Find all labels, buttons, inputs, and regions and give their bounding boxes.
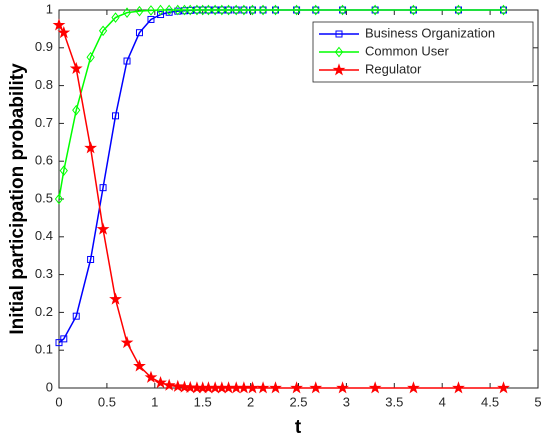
marker <box>72 312 80 320</box>
marker <box>54 193 64 205</box>
marker <box>84 141 97 154</box>
marker <box>86 51 95 63</box>
marker <box>55 339 63 347</box>
x-tick-label: 4 <box>439 394 446 409</box>
y-tick-label: 0.6 <box>35 153 53 168</box>
x-tick-label: 1 <box>151 394 158 409</box>
marker <box>72 104 81 116</box>
marker <box>99 184 107 192</box>
marker <box>120 335 134 349</box>
marker <box>98 25 108 37</box>
marker <box>173 4 182 16</box>
marker <box>336 381 349 394</box>
x-tick-label: 5 <box>534 394 541 409</box>
x-tick-label: 1.5 <box>194 394 212 409</box>
x-tick-label: 4.5 <box>481 394 499 409</box>
marker <box>135 5 144 17</box>
marker <box>192 4 202 16</box>
marker <box>171 379 185 392</box>
y-tick-label: 0.3 <box>35 266 53 281</box>
y-tick-label: 0.8 <box>35 77 53 92</box>
marker <box>258 4 268 16</box>
legend-marker <box>334 46 344 58</box>
marker <box>256 381 270 394</box>
y-tick-label: 0.2 <box>35 304 53 319</box>
marker <box>232 4 241 16</box>
marker <box>180 4 189 16</box>
x-axis-title: t <box>295 417 302 438</box>
legend-label: Regulator <box>365 61 422 76</box>
marker <box>157 11 165 19</box>
marker <box>156 4 165 16</box>
y-axis-title: Initial participation probability <box>7 63 28 335</box>
y-tick-label: 0.5 <box>35 190 53 205</box>
marker <box>452 381 465 394</box>
marker <box>211 4 220 16</box>
marker <box>165 4 174 16</box>
marker <box>454 4 463 16</box>
marker <box>154 375 167 389</box>
marker <box>290 381 303 394</box>
x-tick-label: 0.5 <box>98 394 116 409</box>
marker <box>246 381 259 394</box>
marker <box>311 4 320 16</box>
marker <box>123 57 131 65</box>
y-tick-label: 0 <box>46 379 53 394</box>
marker <box>112 112 120 120</box>
marker <box>122 7 132 18</box>
marker <box>146 5 156 16</box>
marker <box>186 4 195 16</box>
marker <box>87 255 95 263</box>
marker <box>271 4 280 16</box>
marker <box>338 4 347 16</box>
marker <box>248 4 257 16</box>
x-tick-label: 0 <box>55 394 62 409</box>
x-tick-label: 3.5 <box>385 394 403 409</box>
marker <box>96 222 110 235</box>
marker <box>52 18 66 31</box>
marker <box>162 378 176 391</box>
marker <box>59 165 68 176</box>
marker <box>109 292 122 305</box>
x-tick-label: 2 <box>247 394 254 409</box>
marker <box>292 4 301 16</box>
marker <box>497 381 510 394</box>
y-tick-label: 0.1 <box>35 342 53 357</box>
marker <box>217 4 226 16</box>
x-tick-label: 2.5 <box>289 394 307 409</box>
marker <box>135 29 143 37</box>
marker <box>371 4 380 16</box>
y-tick-label: 0.4 <box>35 228 53 243</box>
legend-label: Common User <box>365 43 449 58</box>
marker <box>198 4 207 16</box>
marker <box>409 4 418 16</box>
marker <box>60 335 68 343</box>
y-tick-label: 0.9 <box>35 39 53 54</box>
marker <box>111 12 120 23</box>
y-tick-label: 0.7 <box>35 115 53 130</box>
marker <box>144 370 158 383</box>
marker <box>133 359 146 372</box>
marker <box>239 4 249 16</box>
marker <box>309 381 323 394</box>
marker <box>204 4 213 16</box>
marker <box>147 15 155 23</box>
legend-marker <box>335 30 343 38</box>
legend-marker <box>332 63 346 76</box>
x-tick-label: 3 <box>343 394 350 409</box>
marker <box>224 4 233 16</box>
y-tick-label: 1 <box>46 1 53 16</box>
marker <box>407 381 420 394</box>
marker <box>499 4 508 16</box>
marker <box>69 61 83 75</box>
marker <box>269 381 282 394</box>
legend-label: Business Organization <box>365 25 495 40</box>
marker <box>57 25 71 39</box>
marker <box>368 381 382 394</box>
